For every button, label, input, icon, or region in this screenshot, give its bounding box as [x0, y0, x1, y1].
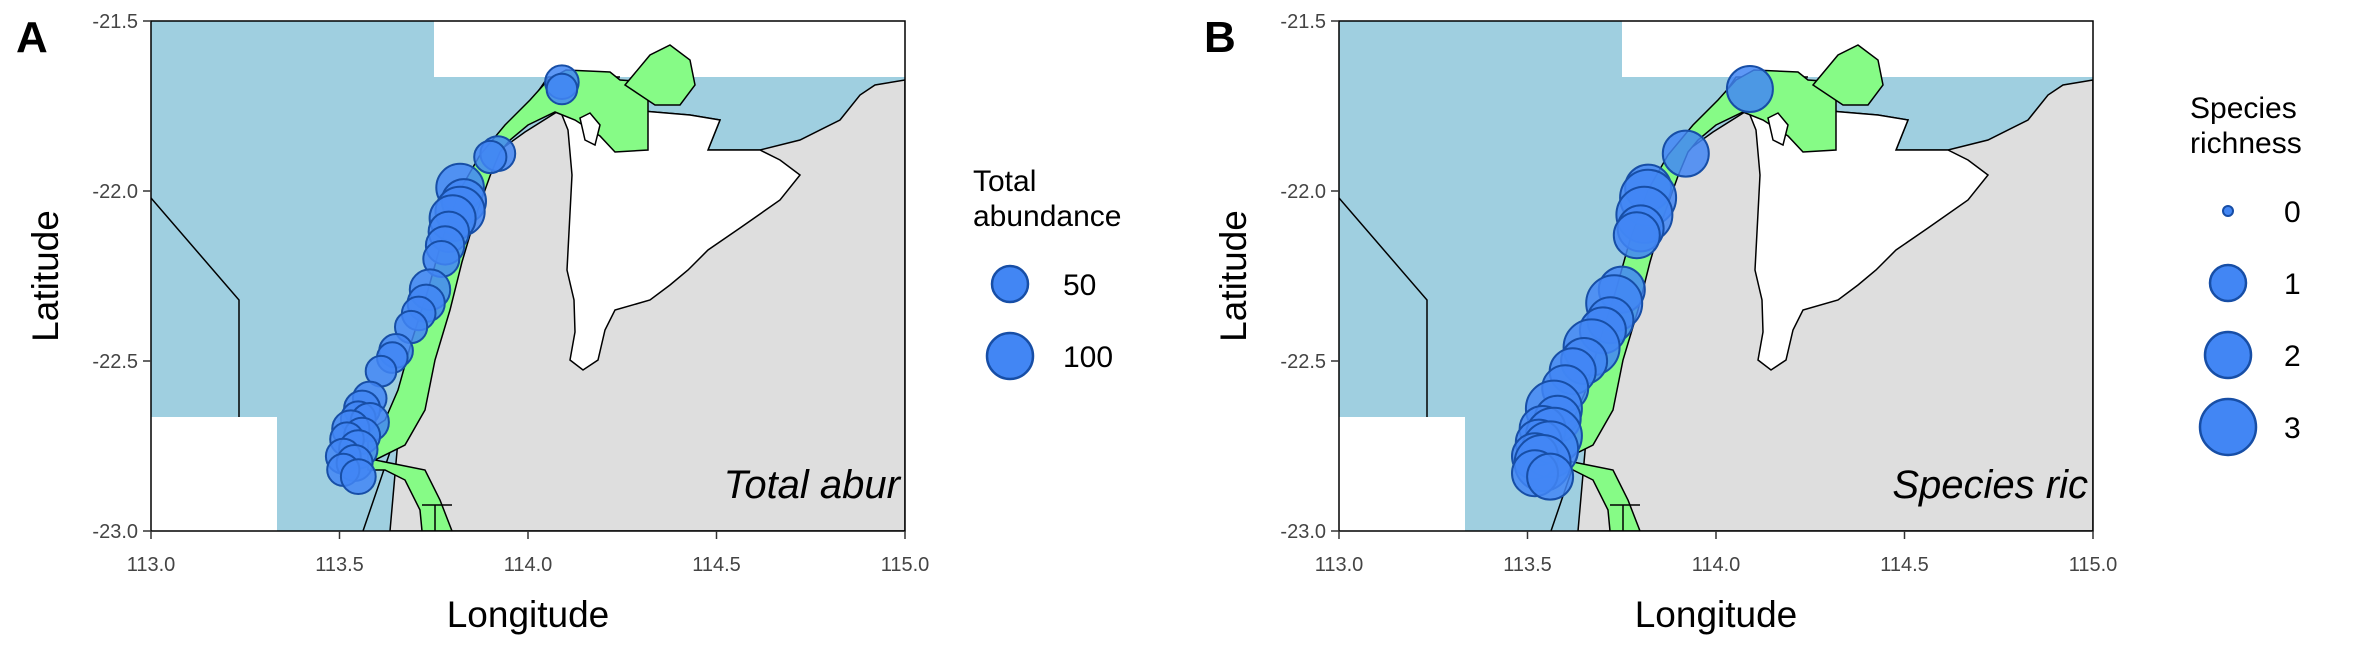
legend-label: 1	[2284, 268, 2301, 301]
x-tick-label: 114.5	[692, 554, 741, 576]
y-tick-label: -21.5	[1280, 11, 1326, 33]
legend-key-1	[2208, 263, 2248, 303]
y-axis: -21.5 -22.0 -22.5 -23.0 Latitude	[25, 11, 151, 543]
x-tick-label: 114.0	[504, 554, 553, 576]
survey-site-point	[1612, 211, 1661, 260]
survey-site-point	[1725, 65, 1774, 113]
x-tick-label: 114.0	[1692, 554, 1741, 576]
legend-label: 3	[2284, 412, 2301, 445]
map-b: Species ric	[1338, 20, 2094, 532]
legend-label: 0	[2284, 196, 2301, 229]
y-tick-label: -23.0	[1280, 521, 1326, 543]
marine-park-zone	[623, 44, 696, 106]
legend-title: Total	[973, 165, 1036, 198]
island	[579, 112, 601, 147]
island	[1767, 112, 1789, 147]
zone-boundary	[1339, 197, 1428, 417]
y-tick-label: -22.0	[92, 181, 138, 203]
survey-site-point	[1526, 452, 1575, 501]
y-tick-label: -22.0	[1280, 181, 1326, 203]
sites-layer	[324, 64, 580, 496]
x-tick-label: 115.0	[881, 554, 930, 576]
legend-key-3	[2198, 397, 2258, 457]
x-tick-label: 113.0	[1315, 554, 1364, 576]
panel-letter-b: B	[1204, 13, 1236, 62]
x-tick-label: 115.0	[2069, 554, 2118, 576]
legend-a: Total abundance 50 100	[973, 165, 1121, 381]
legend-b: Species richness 0 1 2 3	[2190, 92, 2302, 457]
survey-site-point	[545, 72, 579, 106]
y-tick-label: -22.5	[1280, 351, 1326, 373]
panel-letter-a: A	[16, 13, 48, 62]
legend-label: 50	[1063, 269, 1096, 302]
y-axis-title: Latitude	[25, 210, 66, 342]
legend-title: abundance	[973, 200, 1121, 233]
sites-layer	[1511, 65, 1774, 501]
outside-boundary-box	[151, 417, 277, 531]
marine-park-zone	[1811, 44, 1884, 106]
legend-key-100	[985, 331, 1035, 381]
legend-key-50	[990, 264, 1030, 304]
survey-site-point	[339, 458, 377, 496]
x-axis: 113.0 113.5 114.0 114.5 115.0 Longitude	[127, 531, 930, 635]
legend-key-0	[2222, 205, 2234, 217]
x-tick-label: 113.0	[127, 554, 176, 576]
legend-title: richness	[2190, 127, 2302, 160]
panel-b: B Species	[1204, 11, 2302, 635]
outside-boundary-box	[1339, 417, 1465, 531]
x-axis-title: Longitude	[1635, 594, 1798, 635]
y-axis-title: Latitude	[1213, 210, 1254, 342]
survey-site-point	[473, 139, 508, 175]
y-tick-label: -23.0	[92, 521, 138, 543]
legend-key-2	[2203, 330, 2253, 380]
panel-a: A Total abur	[16, 11, 1121, 635]
x-axis-title: Longitude	[447, 594, 610, 635]
x-axis: 113.0 113.5 114.0 114.5 115.0 Longitude	[1315, 531, 2118, 635]
x-tick-label: 113.5	[1503, 554, 1552, 576]
map-a: Total abur	[150, 20, 906, 532]
x-tick-label: 114.5	[1880, 554, 1929, 576]
y-axis: -21.5 -22.0 -22.5 -23.0 Latitude	[1213, 11, 1339, 543]
x-tick-label: 113.5	[315, 554, 364, 576]
y-tick-label: -21.5	[92, 11, 138, 33]
legend-label: 100	[1063, 341, 1113, 374]
zone-boundary	[151, 197, 240, 417]
legend-label: 2	[2284, 340, 2301, 373]
map-caption: Species ric	[1892, 463, 2088, 507]
map-caption: Total abur	[724, 463, 902, 507]
legend-title: Species	[2190, 92, 2297, 125]
survey-site-point	[1661, 129, 1710, 178]
y-tick-label: -22.5	[92, 351, 138, 373]
